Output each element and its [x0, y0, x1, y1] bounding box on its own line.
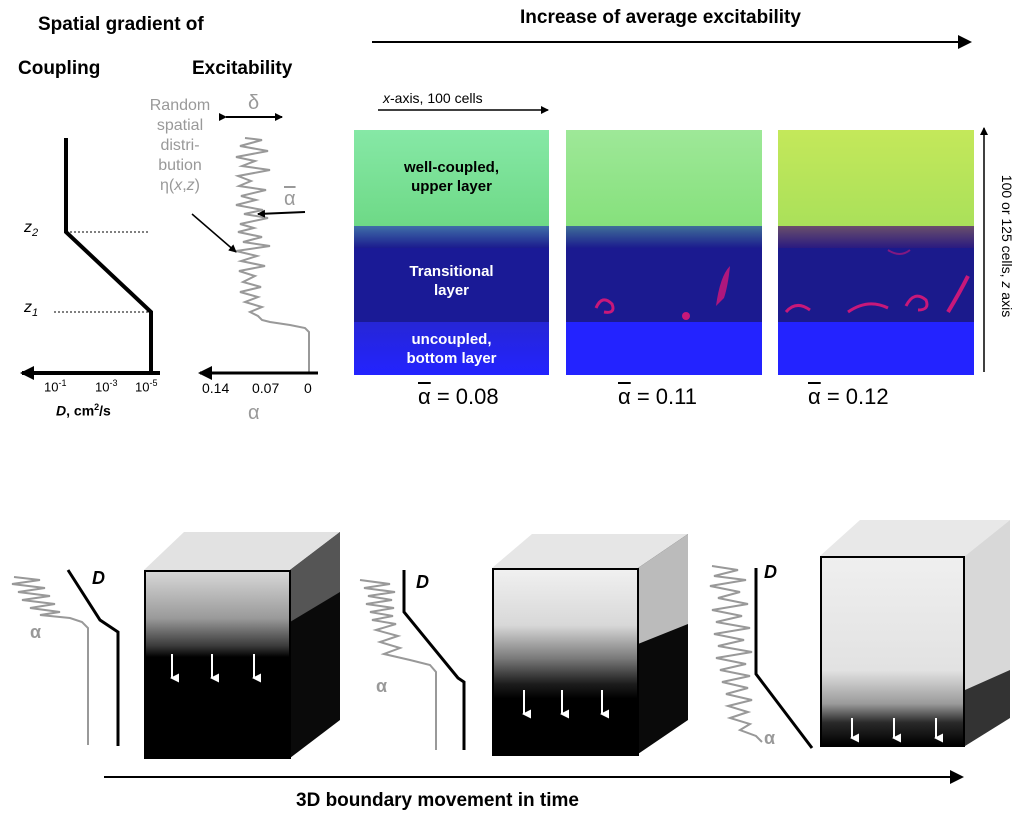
coupling-tick-2: 10-3: [95, 378, 118, 395]
coupling-title: Coupling: [18, 58, 101, 79]
spiral-waves: [784, 249, 970, 314]
bottom-alpha-label-2: α: [376, 676, 388, 696]
sim-panel-1: well-coupled, upper layer Transitional lay…: [354, 130, 549, 375]
sim-panel-3: [778, 130, 974, 375]
coupling-profile-line: [64, 138, 153, 372]
bottom-layer-label: uncoupled, bottom layer: [406, 331, 497, 367]
alpha-value-2: α = 0.11: [618, 384, 697, 409]
excitability-axis-label: α: [248, 402, 260, 424]
bottom-d-label-3: D: [764, 562, 777, 582]
coupling-tick-3: 10-5: [135, 378, 158, 395]
boundary-band: [778, 226, 974, 248]
bottom-d-profile-2: [402, 570, 466, 750]
cube-2: [492, 534, 688, 756]
excitability-tick-2: 0.07: [252, 380, 280, 396]
z-axis-label: 100 or 125 cells, z axis: [999, 174, 1014, 318]
boundary-band: [566, 226, 762, 248]
excitability-title: Excitability: [192, 58, 293, 79]
alpha-bar-label: α: [284, 188, 296, 210]
excitability-tick-3: 0: [304, 380, 312, 396]
z1-label: z1: [24, 299, 39, 320]
excitability-noise-profile: [234, 137, 310, 372]
cube-3: [820, 520, 1014, 748]
z2-label: z2: [24, 219, 39, 240]
spiral-waves: [594, 266, 730, 320]
bottom-layer-band: [566, 322, 762, 375]
z-axis-label-wrap: 100 or 125 cells, z axis: [997, 130, 1014, 370]
delta-label: δ: [248, 92, 260, 114]
eta-pointer-arrow: [191, 213, 237, 253]
alpha-value-3: α = 0.12: [808, 384, 889, 409]
coupling-tick-1: 10-1: [44, 378, 67, 395]
alpha-value-1: α = 0.08: [418, 384, 499, 409]
transitional-layer-band: [566, 248, 762, 328]
bottom-alpha-profile-3: [709, 565, 763, 743]
upper-layer-label: well-coupled, upper layer: [403, 159, 499, 195]
upper-layer-band: [566, 130, 762, 233]
upper-layer-band: [778, 130, 974, 233]
bottom-alpha-label-3: α: [764, 728, 776, 748]
bottom-layer-band: [778, 322, 974, 375]
x-axis-label: x-axis, 100 cells: [383, 90, 483, 106]
excitability-tick-1: 0.14: [202, 380, 230, 396]
bottom-alpha-profile-1: [11, 576, 89, 745]
sim-panel-2: [566, 130, 762, 375]
bottom-d-label-1: D: [92, 568, 105, 588]
coupling-axis-label: D, cm2/s: [56, 402, 111, 419]
random-distribution-label: Random spatial distri- bution η(x,z): [149, 97, 211, 194]
bottom-d-label-2: D: [416, 572, 429, 592]
bottom-caption: 3D boundary movement in time: [296, 790, 579, 811]
transitional-layer-label: Transitional layer: [409, 263, 494, 299]
boundary-band: [354, 226, 549, 248]
bottom-layer-band: [354, 322, 549, 375]
bottom-d-profile-1: [66, 569, 120, 746]
bottom-d-profile-3: [754, 568, 814, 749]
spatial-gradient-title: Spatial gradient of: [38, 14, 204, 35]
bottom-alpha-label-1: α: [30, 622, 42, 642]
upper-layer-band: [354, 130, 549, 233]
bottom-alpha-profile-2: [359, 579, 437, 750]
alpha-bar-arrow: [257, 209, 306, 218]
transitional-layer-band: [354, 248, 549, 328]
increase-title: Increase of average excitability: [520, 7, 801, 28]
cube-1: [144, 532, 340, 759]
transitional-layer-band: [778, 248, 974, 328]
